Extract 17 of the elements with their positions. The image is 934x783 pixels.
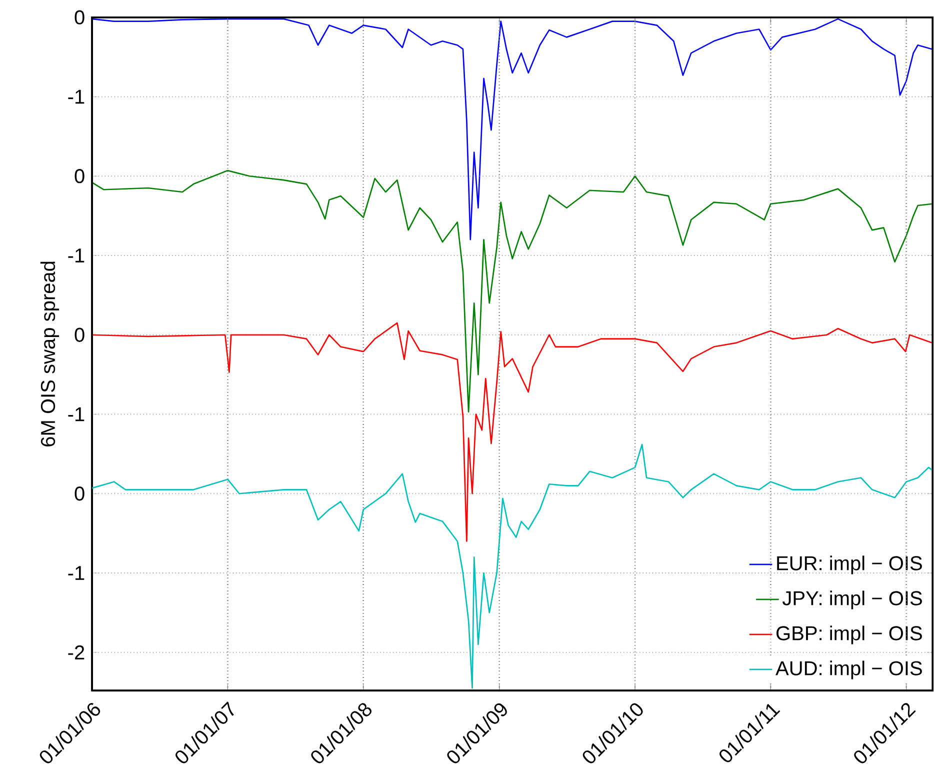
legend-label: JPY: impl − OIS xyxy=(782,590,922,610)
legend-label: EUR: impl − OIS xyxy=(777,556,922,574)
y-tick-label: -1 xyxy=(68,566,84,580)
line-series xyxy=(92,444,933,689)
legend-label: GBP: impl − OIS xyxy=(776,626,922,644)
y-tick-label: -1 xyxy=(68,90,84,104)
y-tick-label: 0 xyxy=(74,10,84,24)
y-axis-title: 6M OIS swap spread xyxy=(40,262,60,446)
y-tick-label: -2 xyxy=(68,645,84,660)
y-tick-label: 0 xyxy=(74,486,84,501)
y-tick-label: 0 xyxy=(74,328,84,342)
line-series xyxy=(92,170,933,412)
y-tick-label: -1 xyxy=(68,407,84,422)
legend-label: AUD: impl − OIS xyxy=(776,660,922,680)
line-series xyxy=(92,322,933,542)
y-tick-label: -1 xyxy=(68,248,84,262)
y-tick-label: 0 xyxy=(74,168,84,184)
